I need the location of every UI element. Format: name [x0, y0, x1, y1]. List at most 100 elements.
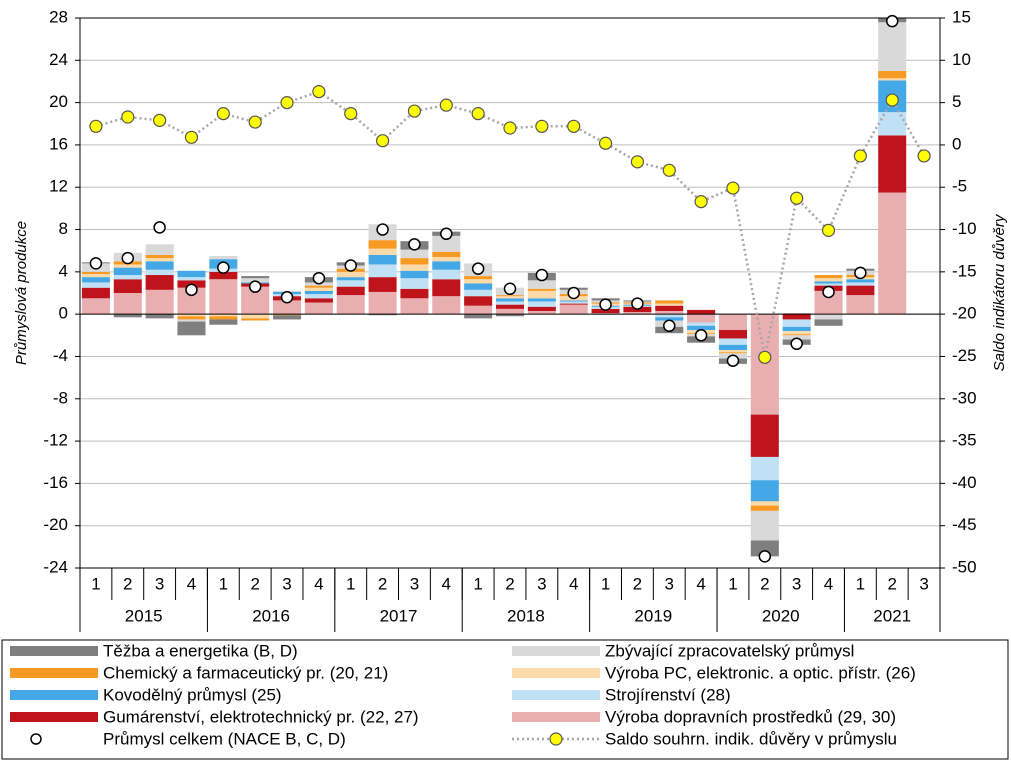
x-tick-label: 2 — [505, 574, 514, 593]
bar-segment — [81, 277, 110, 283]
bar-segment — [750, 540, 779, 557]
x-tick-label: 1 — [601, 574, 610, 593]
x-tick-label: 3 — [919, 574, 928, 593]
bar-segment — [177, 270, 206, 278]
line-marker — [312, 85, 326, 99]
bar-segment — [687, 314, 716, 323]
y-tick-label: 4 — [59, 261, 68, 280]
total-marker — [248, 280, 262, 293]
line-marker — [153, 113, 167, 127]
bar-segment — [145, 314, 174, 319]
line-marker — [726, 181, 740, 195]
x-tick-label: 1 — [473, 574, 482, 593]
y2-tick-label: -35 — [952, 431, 977, 450]
total-marker — [854, 266, 867, 280]
x-tick-label: 4 — [442, 574, 451, 593]
bar-segment — [878, 70, 907, 79]
bar-segment — [113, 293, 142, 315]
y-tick-label: 16 — [49, 134, 68, 153]
bar-segment — [432, 269, 461, 280]
bar-segment — [718, 352, 747, 354]
bar-segment — [400, 270, 429, 279]
bar-segment — [750, 456, 779, 481]
line-marker — [821, 223, 836, 237]
y2-tick-label: -20 — [952, 304, 977, 323]
bar-segment — [750, 505, 779, 511]
bar-segment — [400, 288, 429, 299]
bar-segment — [177, 319, 206, 322]
x-tick-label: 3 — [155, 574, 164, 593]
line-marker — [471, 107, 485, 121]
bar-segment — [304, 298, 333, 303]
total-marker — [440, 227, 453, 241]
bar-segment — [464, 276, 493, 280]
bar-segment — [750, 314, 779, 415]
x-tick-label: 2 — [633, 574, 642, 593]
line-marker — [630, 155, 645, 169]
bar-segment — [432, 235, 461, 252]
bar-segment — [655, 300, 684, 304]
bar-segment — [718, 344, 747, 351]
bar-segment — [527, 290, 556, 299]
x-tick-label: 4 — [187, 574, 196, 593]
bar-segment — [432, 296, 461, 315]
bar-segment — [591, 308, 620, 314]
y-tick-label: 20 — [49, 92, 68, 111]
x-tick-label: 4 — [314, 574, 323, 593]
bar-segment — [145, 269, 174, 276]
bar-segment — [209, 255, 238, 260]
line-marker — [375, 134, 390, 148]
bar-segment — [814, 283, 843, 286]
bar-segment — [432, 251, 461, 258]
bar-segment — [591, 313, 620, 315]
bar-segment — [113, 314, 142, 318]
x-tick-label: 4 — [696, 574, 705, 593]
bar-segment — [495, 296, 525, 299]
y-tick-label: -8 — [53, 388, 68, 407]
total-marker — [408, 238, 421, 251]
bar-segment — [464, 314, 493, 319]
legend-swatch — [512, 646, 600, 656]
bar-segment — [527, 301, 556, 307]
line-marker — [248, 115, 262, 129]
bar-segment — [655, 317, 684, 321]
bar-segment — [273, 315, 302, 320]
bar-segment — [655, 305, 684, 311]
x-tick-label: 1 — [856, 574, 865, 593]
bar-segment — [432, 261, 461, 270]
total-marker — [694, 329, 708, 342]
legend-label: Kovodělný průmysl (25) — [103, 685, 282, 704]
bar-segment — [273, 314, 302, 316]
bar-segment — [782, 335, 811, 340]
bar-segment — [273, 300, 302, 315]
bar-segment — [400, 264, 429, 271]
bar-segment — [623, 312, 652, 315]
bar-segment — [368, 277, 397, 292]
legend-swatch — [10, 712, 98, 722]
total-marker — [631, 297, 644, 310]
x-tick-label: 3 — [282, 574, 291, 593]
line-marker — [184, 130, 199, 144]
bar-segment — [464, 283, 493, 290]
bar-segment — [145, 275, 174, 290]
total-marker — [376, 223, 389, 236]
bar-segment — [304, 287, 333, 291]
bar-segment — [814, 275, 843, 279]
bar-segment — [145, 261, 174, 270]
y2-tick-label: -5 — [952, 177, 967, 196]
bar-segment — [400, 278, 429, 289]
bar-segment — [81, 287, 110, 299]
x-tick-label: 3 — [792, 574, 801, 593]
bar-segment — [814, 278, 843, 282]
bar-segment — [400, 298, 429, 315]
legend-label: Saldo souhrn. indik. důvěry v průmyslu — [605, 729, 897, 748]
y2-tick-label: 10 — [952, 50, 971, 69]
x-tick-label: 3 — [410, 574, 419, 593]
total-marker — [471, 262, 485, 275]
plot-frame — [79, 17, 941, 569]
bar-segment — [368, 248, 397, 255]
y2-tick-label: -25 — [952, 346, 977, 365]
total-marker — [822, 285, 835, 299]
year-label: 2015 — [125, 606, 163, 625]
bar-segment — [687, 309, 716, 315]
